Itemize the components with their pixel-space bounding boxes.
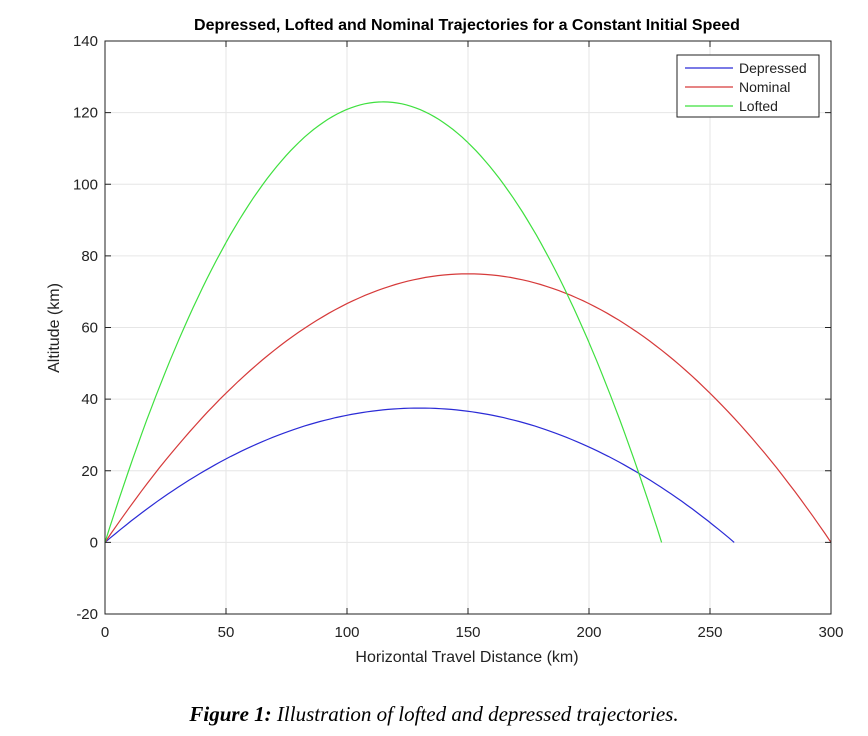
y-tick-label: 20 [81, 463, 98, 480]
legend-label: Depressed [739, 60, 807, 76]
series-lines [104, 101, 832, 543]
y-tick-label: -20 [76, 606, 98, 623]
legend-label: Lofted [739, 98, 778, 114]
series-line-depressed [104, 407, 735, 543]
y-tick-label: 40 [81, 391, 98, 408]
x-tick-label: 200 [576, 624, 601, 641]
x-axis-label: Horizontal Travel Distance (km) [355, 649, 578, 666]
figure-caption-text: Illustration of lofted and depressed tra… [271, 702, 679, 726]
chart-title: Depressed, Lofted and Nominal Trajectori… [194, 17, 740, 34]
x-tick-label: 50 [218, 624, 235, 641]
x-tick-label: 150 [455, 624, 480, 641]
y-tick-label: 120 [73, 105, 98, 122]
y-tick-label: 100 [73, 176, 98, 193]
x-tick-label: 100 [334, 624, 359, 641]
x-tick-label: 250 [697, 624, 722, 641]
trajectory-chart: 0 50 100 150 200 250 300-20020406080100120140 … [46, 17, 844, 666]
y-tick-label: 140 [73, 33, 98, 50]
y-tick-label: 0 [90, 534, 98, 551]
legend-label: Nominal [739, 79, 790, 95]
series-line-lofted [104, 101, 663, 543]
legend: Depressed Nominal Lofted [676, 54, 820, 118]
figure-caption: Figure 1: Illustration of lofted and dep… [0, 702, 868, 727]
y-tick-label: 80 [81, 248, 98, 265]
y-axis-label: Altitude (km) [46, 283, 63, 373]
figure-caption-label: Figure 1: [189, 702, 272, 726]
x-tick-label: 0 [101, 624, 109, 641]
x-tick-label: 300 [818, 624, 843, 641]
grid-lines [104, 40, 832, 615]
series-line-nominal [104, 273, 832, 543]
legend-box [676, 54, 820, 118]
y-tick-label: 60 [81, 320, 98, 337]
